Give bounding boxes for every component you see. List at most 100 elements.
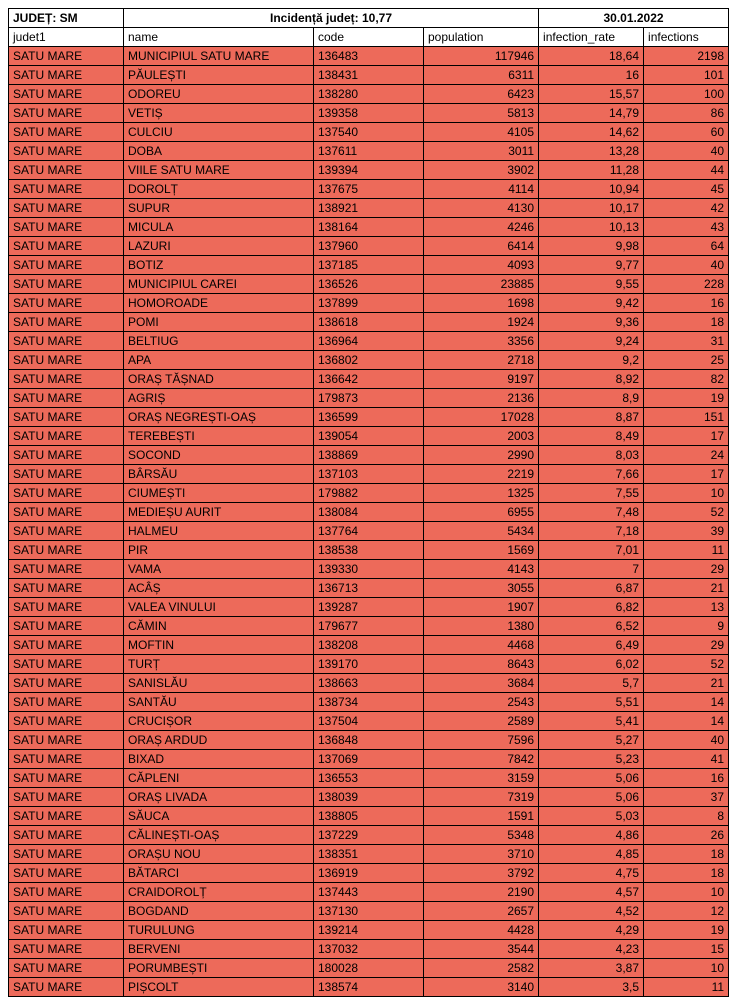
- table-row: SATU MAREPIR13853815697,0111: [9, 541, 729, 560]
- cell-judet: SATU MARE: [9, 864, 124, 883]
- cell-code: 179873: [314, 389, 424, 408]
- cell-name: MOFTIN: [124, 636, 314, 655]
- cell-population: 1907: [424, 598, 539, 617]
- col-judet1: judet1: [9, 28, 124, 47]
- table-row: SATU MAREBELTIUG13696433569,2431: [9, 332, 729, 351]
- cell-code: 137611: [314, 142, 424, 161]
- cell-name: BĂTARCI: [124, 864, 314, 883]
- cell-name: HOMOROADE: [124, 294, 314, 313]
- cell-judet: SATU MARE: [9, 503, 124, 522]
- cell-population: 4105: [424, 123, 539, 142]
- cell-rate: 9,42: [539, 294, 644, 313]
- cell-name: VIILE SATU MARE: [124, 161, 314, 180]
- table-row: SATU MAREPOMI13861819249,3618: [9, 313, 729, 332]
- cell-code: 138039: [314, 788, 424, 807]
- cell-infections: 15: [644, 940, 729, 959]
- cell-code: 138921: [314, 199, 424, 218]
- cell-code: 136483: [314, 47, 424, 66]
- cell-population: 6414: [424, 237, 539, 256]
- cell-name: ORAȘU NOU: [124, 845, 314, 864]
- cell-judet: SATU MARE: [9, 902, 124, 921]
- table-row: SATU MARECULCIU137540410514,6260: [9, 123, 729, 142]
- cell-code: 138208: [314, 636, 424, 655]
- cell-code: 138084: [314, 503, 424, 522]
- cell-infections: 24: [644, 446, 729, 465]
- cell-population: 1569: [424, 541, 539, 560]
- cell-population: 5434: [424, 522, 539, 541]
- cell-name: ODOREU: [124, 85, 314, 104]
- cell-name: CRUCIȘOR: [124, 712, 314, 731]
- cell-judet: SATU MARE: [9, 218, 124, 237]
- cell-infections: 40: [644, 731, 729, 750]
- cell-rate: 5,06: [539, 769, 644, 788]
- cell-name: HALMEU: [124, 522, 314, 541]
- cell-infections: 52: [644, 503, 729, 522]
- cell-rate: 8,87: [539, 408, 644, 427]
- cell-rate: 5,41: [539, 712, 644, 731]
- cell-population: 4468: [424, 636, 539, 655]
- header-row-2: judet1 name code population infection_ra…: [9, 28, 729, 47]
- table-row: SATU MARECIUMEȘTI17988213257,5510: [9, 484, 729, 503]
- cell-rate: 18,64: [539, 47, 644, 66]
- cell-judet: SATU MARE: [9, 47, 124, 66]
- cell-infections: 40: [644, 256, 729, 275]
- cell-judet: SATU MARE: [9, 617, 124, 636]
- cell-infections: 9: [644, 617, 729, 636]
- cell-name: PIR: [124, 541, 314, 560]
- cell-code: 138574: [314, 978, 424, 997]
- table-row: SATU MAREORAȘ TĂȘNAD13664291978,9282: [9, 370, 729, 389]
- cell-population: 8643: [424, 655, 539, 674]
- cell-population: 5813: [424, 104, 539, 123]
- cell-name: TURȚ: [124, 655, 314, 674]
- cell-code: 137185: [314, 256, 424, 275]
- cell-judet: SATU MARE: [9, 408, 124, 427]
- table-row: SATU MAREHOMOROADE13789916989,4216: [9, 294, 729, 313]
- cell-name: CĂLINEȘTI-OAȘ: [124, 826, 314, 845]
- cell-rate: 11,28: [539, 161, 644, 180]
- cell-name: SANISLĂU: [124, 674, 314, 693]
- cell-infections: 29: [644, 636, 729, 655]
- cell-judet: SATU MARE: [9, 180, 124, 199]
- table-row: SATU MAREBÂRSĂU13710322197,6617: [9, 465, 729, 484]
- table-row: SATU MAREORAȘ ARDUD13684875965,2740: [9, 731, 729, 750]
- cell-judet: SATU MARE: [9, 370, 124, 389]
- cell-rate: 6,02: [539, 655, 644, 674]
- cell-population: 2543: [424, 693, 539, 712]
- cell-infections: 19: [644, 389, 729, 408]
- cell-infections: 100: [644, 85, 729, 104]
- cell-code: 136553: [314, 769, 424, 788]
- cell-judet: SATU MARE: [9, 750, 124, 769]
- cell-name: PĂULEȘTI: [124, 66, 314, 85]
- table-row: SATU MAREVAMA1393304143729: [9, 560, 729, 579]
- incidence-header: Incidență județ: 10,77: [124, 9, 539, 28]
- cell-name: POMI: [124, 313, 314, 332]
- cell-population: 3159: [424, 769, 539, 788]
- cell-name: SANTĂU: [124, 693, 314, 712]
- cell-judet: SATU MARE: [9, 845, 124, 864]
- cell-name: BÂRSĂU: [124, 465, 314, 484]
- cell-population: 4130: [424, 199, 539, 218]
- cell-population: 3140: [424, 978, 539, 997]
- cell-infections: 37: [644, 788, 729, 807]
- cell-rate: 13,28: [539, 142, 644, 161]
- cell-infections: 17: [644, 427, 729, 446]
- cell-population: 2003: [424, 427, 539, 446]
- cell-population: 4114: [424, 180, 539, 199]
- cell-judet: SATU MARE: [9, 66, 124, 85]
- table-row: SATU MAREVIILE SATU MARE139394390211,284…: [9, 161, 729, 180]
- cell-code: 137540: [314, 123, 424, 142]
- cell-judet: SATU MARE: [9, 465, 124, 484]
- cell-judet: SATU MARE: [9, 769, 124, 788]
- cell-name: ORAȘ NEGREȘTI-OAȘ: [124, 408, 314, 427]
- table-row: SATU MARESĂUCA13880515915,038: [9, 807, 729, 826]
- cell-population: 3902: [424, 161, 539, 180]
- cell-rate: 4,57: [539, 883, 644, 902]
- cell-judet: SATU MARE: [9, 161, 124, 180]
- cell-population: 4428: [424, 921, 539, 940]
- cell-code: 138869: [314, 446, 424, 465]
- cell-infections: 17: [644, 465, 729, 484]
- cell-rate: 5,51: [539, 693, 644, 712]
- cell-infections: 82: [644, 370, 729, 389]
- cell-judet: SATU MARE: [9, 142, 124, 161]
- cell-code: 136964: [314, 332, 424, 351]
